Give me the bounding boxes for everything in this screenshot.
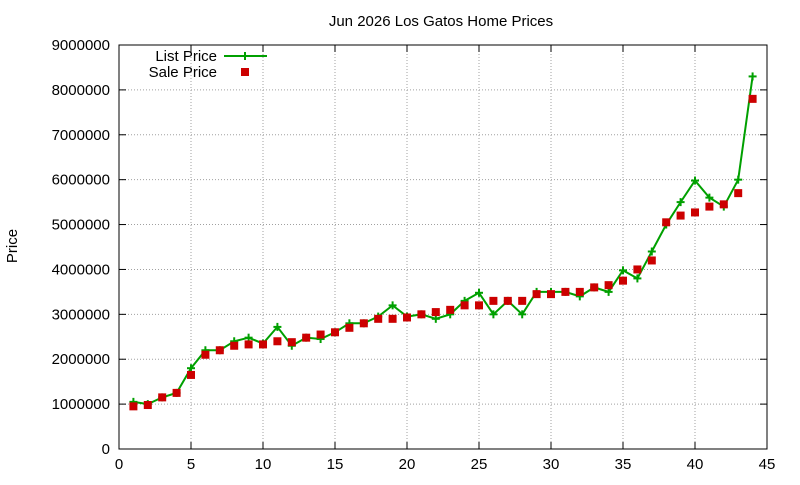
list-price-point [388, 301, 397, 310]
sale-price-point [158, 393, 167, 402]
list-price-point [691, 176, 699, 185]
sale-price-point [590, 283, 599, 292]
sale-price-point [705, 202, 714, 211]
list-price-point [244, 333, 253, 342]
x-tick-label: 5 [187, 456, 195, 473]
list-price-point [475, 288, 483, 297]
sale-price-point [676, 211, 685, 220]
sale-price-point [215, 346, 224, 355]
sale-price-point [172, 388, 181, 397]
list-price-point [431, 314, 440, 323]
sale-price-point [331, 328, 339, 337]
sale-price-point [489, 296, 498, 305]
sale-price-point [417, 310, 426, 319]
sale-price-point [734, 189, 743, 198]
list-price-line [133, 76, 754, 406]
x-tick-label: 10 [255, 456, 272, 473]
y-tick-label: 9000000 [52, 37, 110, 54]
y-axis-label: Price [4, 229, 21, 263]
sale-price-point [503, 296, 512, 305]
sale-price-point [273, 337, 282, 346]
sale-price-point [230, 341, 239, 350]
chart-title: Jun 2026 Los Gatos Home Prices [329, 13, 553, 30]
sale-price-point [647, 256, 656, 265]
sale-price-point [719, 200, 728, 209]
sale-price-point [302, 333, 311, 342]
legend-list-price-marker [241, 52, 249, 60]
sale-price-point [388, 314, 397, 323]
sale-price-point [604, 281, 613, 290]
sale-price-point [575, 287, 584, 296]
sale-price-point [374, 314, 383, 323]
sale-price-point [244, 340, 253, 349]
sale-price-point [547, 290, 555, 299]
sale-price-point [446, 305, 455, 314]
x-tick-label: 0 [115, 456, 123, 473]
sale-price-point [143, 401, 152, 410]
sale-price-point [662, 218, 671, 227]
plot-frame [118, 44, 768, 450]
sale-price-point [431, 308, 440, 317]
y-tick-label: 0 [102, 441, 110, 458]
sale-price-point [748, 94, 757, 103]
x-tick-label: 30 [543, 456, 560, 473]
y-tick-label: 1000000 [52, 396, 110, 413]
list-price-point [734, 175, 743, 184]
sale-price-point [201, 350, 210, 359]
plot-area [129, 72, 757, 411]
y-tick-label: 7000000 [52, 127, 110, 144]
x-tick-label: 35 [615, 456, 632, 473]
sale-price-point [316, 330, 325, 339]
sale-price-point [129, 402, 138, 411]
y-tick-label: 2000000 [52, 351, 110, 368]
sale-price-point [475, 301, 483, 310]
legend-list-price-label: List Price [155, 48, 217, 65]
x-tick-label: 40 [687, 456, 704, 473]
y-tick-label: 4000000 [52, 261, 110, 278]
legend-sale-price-marker [241, 68, 249, 76]
axis-ticks: 0 1000000 2000000 3000000 4000000 5000000 6000… [52, 37, 776, 473]
list-price-point [604, 287, 613, 296]
sale-price-point [691, 208, 699, 217]
sale-price-point [287, 338, 296, 347]
list-price-point [619, 266, 627, 275]
x-tick-label: 45 [759, 456, 776, 473]
list-price-point [633, 274, 642, 283]
list-price-point [676, 198, 685, 207]
list-price-point [489, 310, 498, 319]
list-price-point [273, 322, 282, 331]
sale-price-point [561, 287, 570, 296]
x-tick-label: 20 [399, 456, 416, 473]
list-price-point [705, 193, 714, 202]
sale-price-point [619, 276, 627, 285]
y-tick-label: 5000000 [52, 217, 110, 234]
grid [119, 45, 767, 449]
sale-price-point [532, 290, 541, 299]
list-price-point [748, 72, 757, 81]
legend-sale-price-label: Sale Price [149, 64, 217, 81]
sale-price-point [187, 370, 195, 379]
sale-price-point [345, 323, 354, 332]
sale-price-point [633, 265, 642, 274]
sale-price-point [403, 313, 411, 322]
y-tick-label: 3000000 [52, 306, 110, 323]
sale-price-point [518, 296, 527, 305]
sale-price-point [259, 340, 267, 349]
sale-price-point [460, 301, 469, 310]
sale-price-point [359, 319, 368, 328]
list-price-point [518, 310, 527, 319]
list-price-point [647, 247, 656, 256]
list-price-point [187, 364, 195, 373]
y-tick-label: 6000000 [52, 172, 110, 189]
y-tick-label: 8000000 [52, 82, 110, 99]
x-tick-label: 25 [471, 456, 488, 473]
x-tick-label: 15 [327, 456, 344, 473]
